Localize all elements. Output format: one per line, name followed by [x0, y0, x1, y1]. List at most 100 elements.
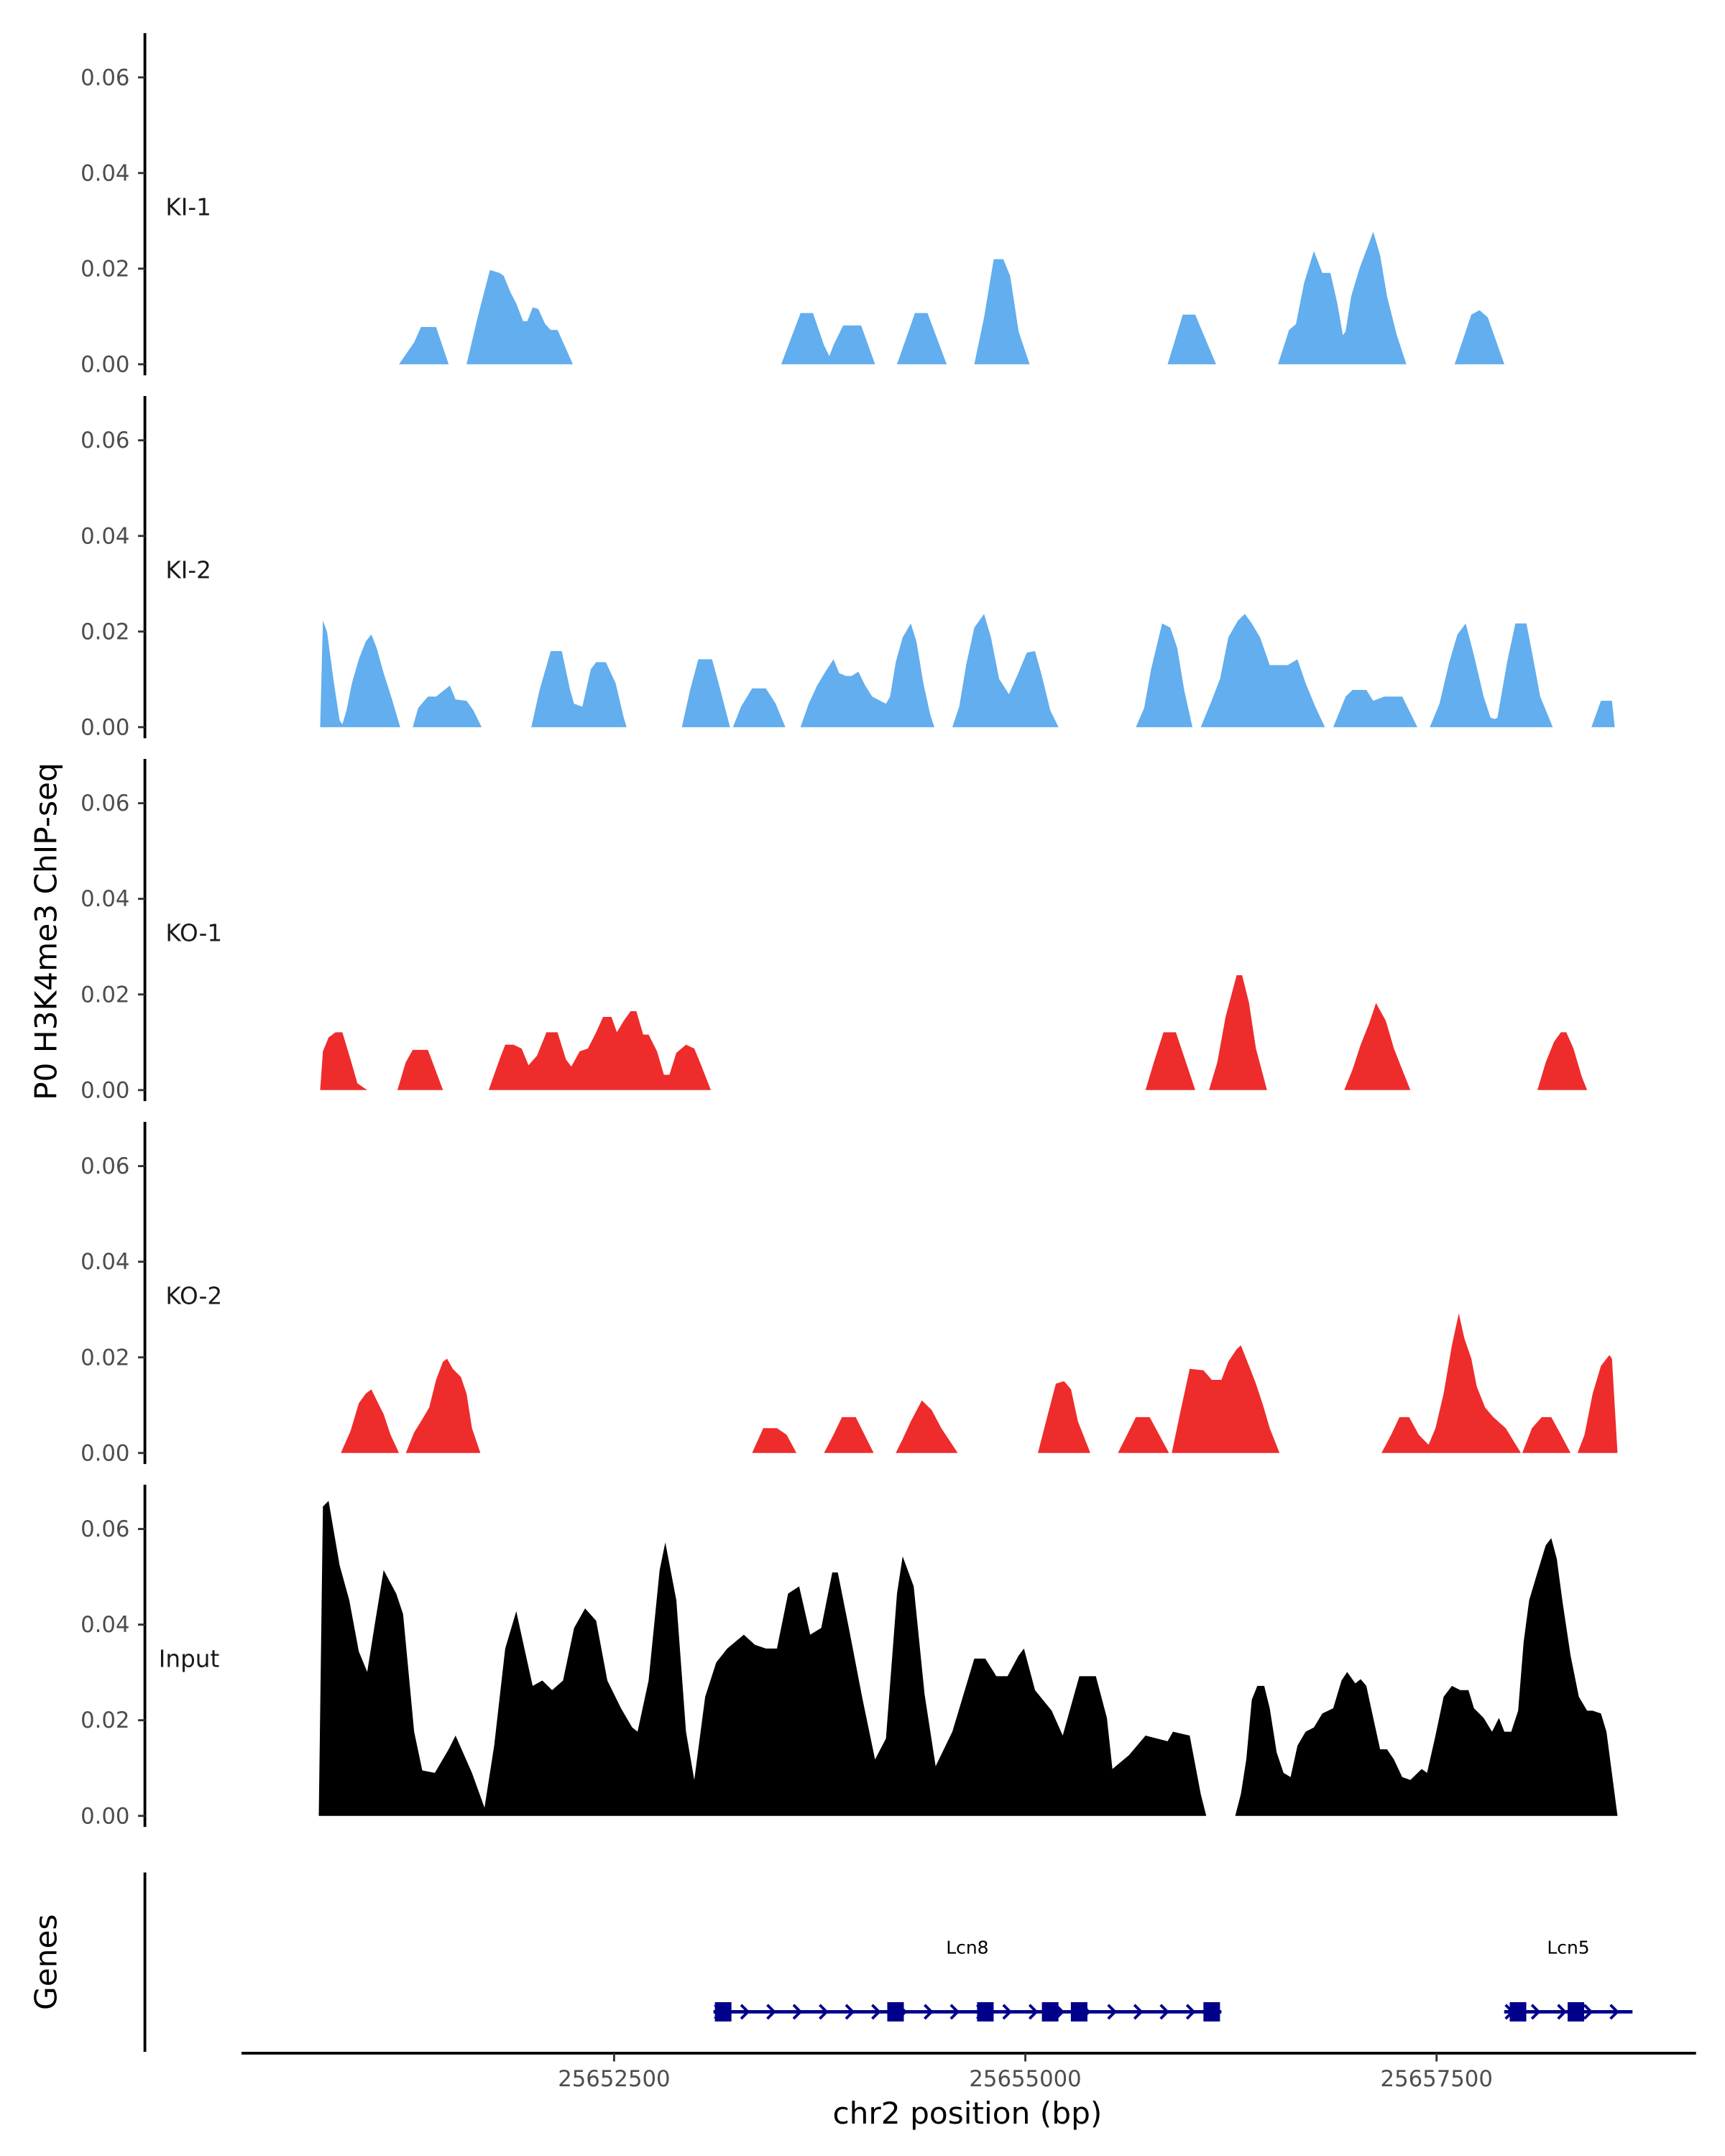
track-ki-2: 0.00 0.02 0.04 0.06 KI-2	[80, 396, 1615, 740]
signal-peak	[1344, 1003, 1411, 1090]
signal-peak	[752, 1428, 797, 1453]
track-label: KI-1	[165, 194, 211, 221]
y-tick-label: 0.04	[80, 1612, 129, 1638]
track-ki-1: 0.00 0.02 0.04 0.06 KI-1	[80, 33, 1504, 377]
signal-peak	[531, 651, 627, 727]
strand-arrow-icon	[1583, 2004, 1593, 2020]
signal-peak	[413, 686, 482, 727]
gene-exon	[1070, 2001, 1087, 2022]
signal-peak	[1118, 1416, 1169, 1453]
strand-arrow-icon	[924, 2004, 934, 2020]
x-axis-title: chr2 position (bp)	[832, 2096, 1102, 2131]
y-tick-label: 0.00	[80, 714, 129, 740]
gene-exon	[887, 2001, 904, 2022]
x-tick-label: 25657500	[1381, 2066, 1493, 2092]
signal-peak	[1381, 1313, 1522, 1453]
strand-arrow-icon	[1002, 2004, 1013, 2020]
genes-panel: Genes Lcn8 Lcn5	[29, 1872, 1633, 2053]
y-tick-label: 0.00	[80, 351, 129, 377]
track-label: KO-2	[165, 1282, 222, 1309]
signal-peak	[896, 1400, 958, 1453]
signal-peak	[466, 270, 573, 364]
gene-exon	[1509, 2001, 1527, 2022]
signal-peak	[1235, 1538, 1618, 1816]
signal-peak	[405, 1358, 481, 1453]
y-tick-label: 0.00	[80, 1440, 129, 1466]
y-tick-label: 0.06	[80, 1153, 129, 1179]
gene-exon	[1568, 2001, 1585, 2022]
strand-arrow-icon	[740, 2004, 750, 2020]
y-tick-label: 0.00	[80, 1803, 129, 1829]
strand-arrow-icon	[1557, 2004, 1567, 2020]
signal-peak	[781, 313, 875, 364]
signal-peak	[1430, 623, 1553, 727]
signal-peak	[1136, 623, 1193, 727]
strand-arrow-icon	[845, 2004, 855, 2020]
signal-peak	[1278, 231, 1407, 364]
y-tick-label: 0.06	[80, 65, 129, 91]
y-tick-label: 0.02	[80, 1345, 129, 1370]
strand-arrow-icon	[1107, 2004, 1118, 2020]
track-ko-2: 0.00 0.02 0.04 0.06 KO-2	[80, 1121, 1618, 1466]
strand-arrow-icon	[1028, 2004, 1039, 2020]
signal-peak	[1167, 314, 1216, 364]
signal-peak	[397, 1049, 443, 1090]
track-ko-1: 0.00 0.02 0.04 0.06 KO-1	[80, 759, 1588, 1103]
signal-peak	[1172, 1345, 1280, 1453]
signal-peak	[681, 659, 730, 727]
signal-peak	[341, 1389, 400, 1453]
gene-exon	[1203, 2001, 1220, 2022]
track-input: 0.00 0.02 0.04 0.06 Input	[80, 1484, 1618, 1829]
signal-peak	[1522, 1416, 1571, 1453]
y-tick-label: 0.02	[80, 1708, 129, 1733]
signal-peak	[974, 259, 1030, 364]
signal-peak	[320, 1032, 367, 1090]
y-tick-label: 0.04	[80, 1249, 129, 1275]
signal-peak	[732, 688, 786, 727]
x-axis: 25652500 25655000 25657500	[242, 2052, 1696, 2092]
gene-lcn5: Lcn5	[1504, 1938, 1633, 2022]
y-tick-label: 0.02	[80, 619, 129, 645]
signal-peak	[1537, 1032, 1588, 1090]
signal-peak	[897, 313, 947, 364]
track-label: Input	[159, 1645, 220, 1672]
signal-peak	[1145, 1032, 1195, 1090]
gene-exon	[977, 2001, 994, 2022]
strand-arrow-icon	[1530, 2004, 1541, 2020]
signal-tracks: 0.00 0.02 0.04 0.06 KI-1 0.00 0.02 0.04 0.06 KI-2…	[80, 33, 1618, 1829]
strand-arrow-icon	[1133, 2004, 1144, 2020]
gene-label: Lcn8	[946, 1938, 988, 1958]
signal-peak	[1038, 1381, 1090, 1453]
track-label: KO-1	[165, 919, 222, 946]
y-tick-label: 0.06	[80, 1516, 129, 1542]
signal-peak	[399, 327, 449, 364]
y-tick-label: 0.00	[80, 1077, 129, 1103]
gene-label: Lcn5	[1547, 1938, 1589, 1958]
y-tick-label: 0.04	[80, 523, 129, 549]
y-axis-title: P0 H3K4me3 ChIP-seq	[29, 763, 64, 1100]
strand-arrow-icon	[1185, 2004, 1196, 2020]
y-tick-label: 0.06	[80, 428, 129, 453]
track-label: KI-2	[165, 556, 211, 584]
genes-axis-title: Genes	[29, 1915, 64, 2010]
x-tick-label: 25652500	[558, 2066, 670, 2092]
signal-peak	[1200, 614, 1325, 727]
signal-peak	[800, 623, 935, 727]
strand-arrow-icon	[819, 2004, 829, 2020]
signal-peak	[1209, 975, 1267, 1090]
y-tick-label: 0.02	[80, 982, 129, 1008]
signal-peak	[1591, 701, 1615, 727]
signal-peak	[320, 620, 400, 727]
strand-arrow-icon	[949, 2004, 960, 2020]
signal-peak	[1333, 690, 1418, 727]
signal-peak	[318, 1501, 1207, 1816]
gene-lcn8: Lcn8	[713, 1938, 1222, 2022]
signal-peak	[1454, 310, 1504, 364]
y-tick-label: 0.06	[80, 791, 129, 816]
strand-arrow-icon	[871, 2004, 881, 2020]
strand-arrow-icon	[766, 2004, 776, 2020]
strand-arrow-icon	[1159, 2004, 1170, 2020]
signal-peak	[952, 614, 1059, 727]
